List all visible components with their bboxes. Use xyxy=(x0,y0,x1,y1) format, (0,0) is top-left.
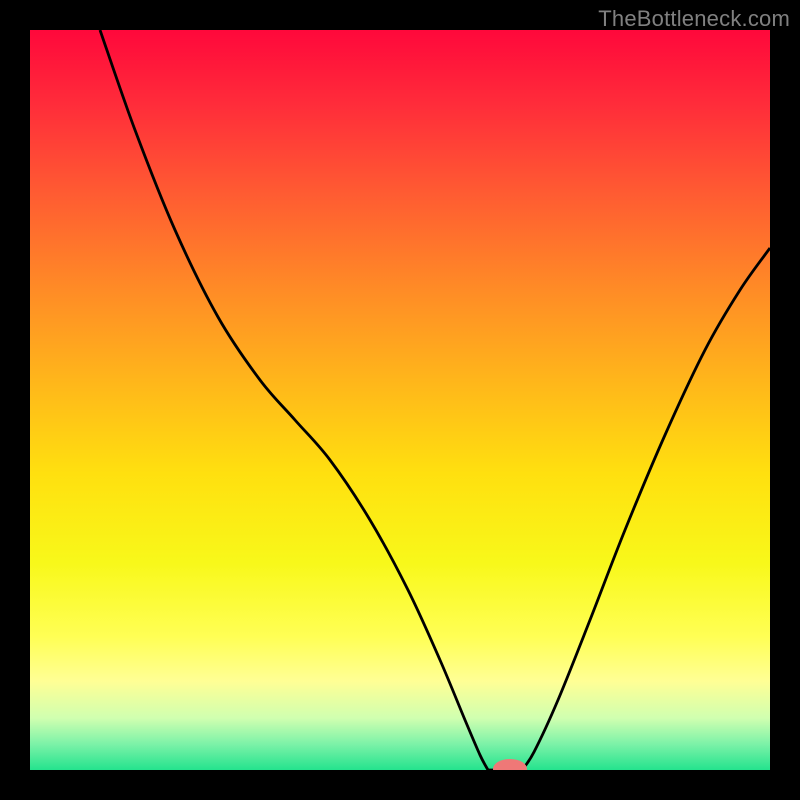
bottleneck-chart xyxy=(0,0,800,800)
watermark-text: TheBottleneck.com xyxy=(598,6,790,32)
plot-background-gradient xyxy=(30,30,770,770)
